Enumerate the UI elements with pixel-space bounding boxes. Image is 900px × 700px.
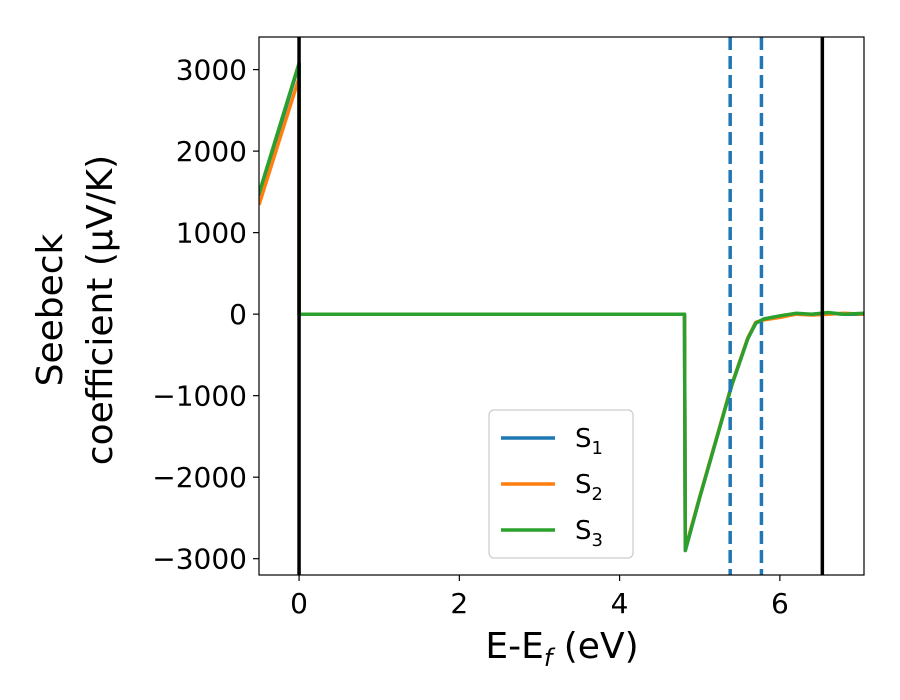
y-tick-label: 0 [229,298,247,331]
y-tick-label: 3000 [176,54,247,87]
legend-label-1: S1 [575,424,603,459]
plot-content [259,37,864,575]
x-axis: 0 2 4 6 [290,575,789,620]
y-tick-label: −1000 [152,380,247,413]
x-tick-label: 2 [450,587,468,620]
x-tick-label: 0 [290,587,308,620]
plot-frame [258,36,865,576]
legend: S1 S2 S3 [488,409,634,559]
legend-box [488,409,634,559]
y-tick-label: −3000 [152,543,247,576]
y-axis: −3000 −2000 −1000 0 1000 2000 3000 [152,54,259,576]
y-tick-label: −2000 [152,461,247,494]
x-axis-label: E-Ef (eV) [485,626,638,672]
y-tick-label: 1000 [176,217,247,250]
y-tick-label: 2000 [176,135,247,168]
y-axis-label-line1: Seebeck [30,233,71,386]
y-axis-label: Seebeck coefficient (μV/K) [30,155,121,465]
x-tick-label: 6 [771,587,789,620]
y-axis-label-line2: coefficient (μV/K) [80,155,121,465]
legend-label-2: S2 [575,470,603,505]
legend-label-3: S3 [575,516,603,551]
series-line-3 [259,61,864,553]
x-tick-label: 4 [611,587,629,620]
